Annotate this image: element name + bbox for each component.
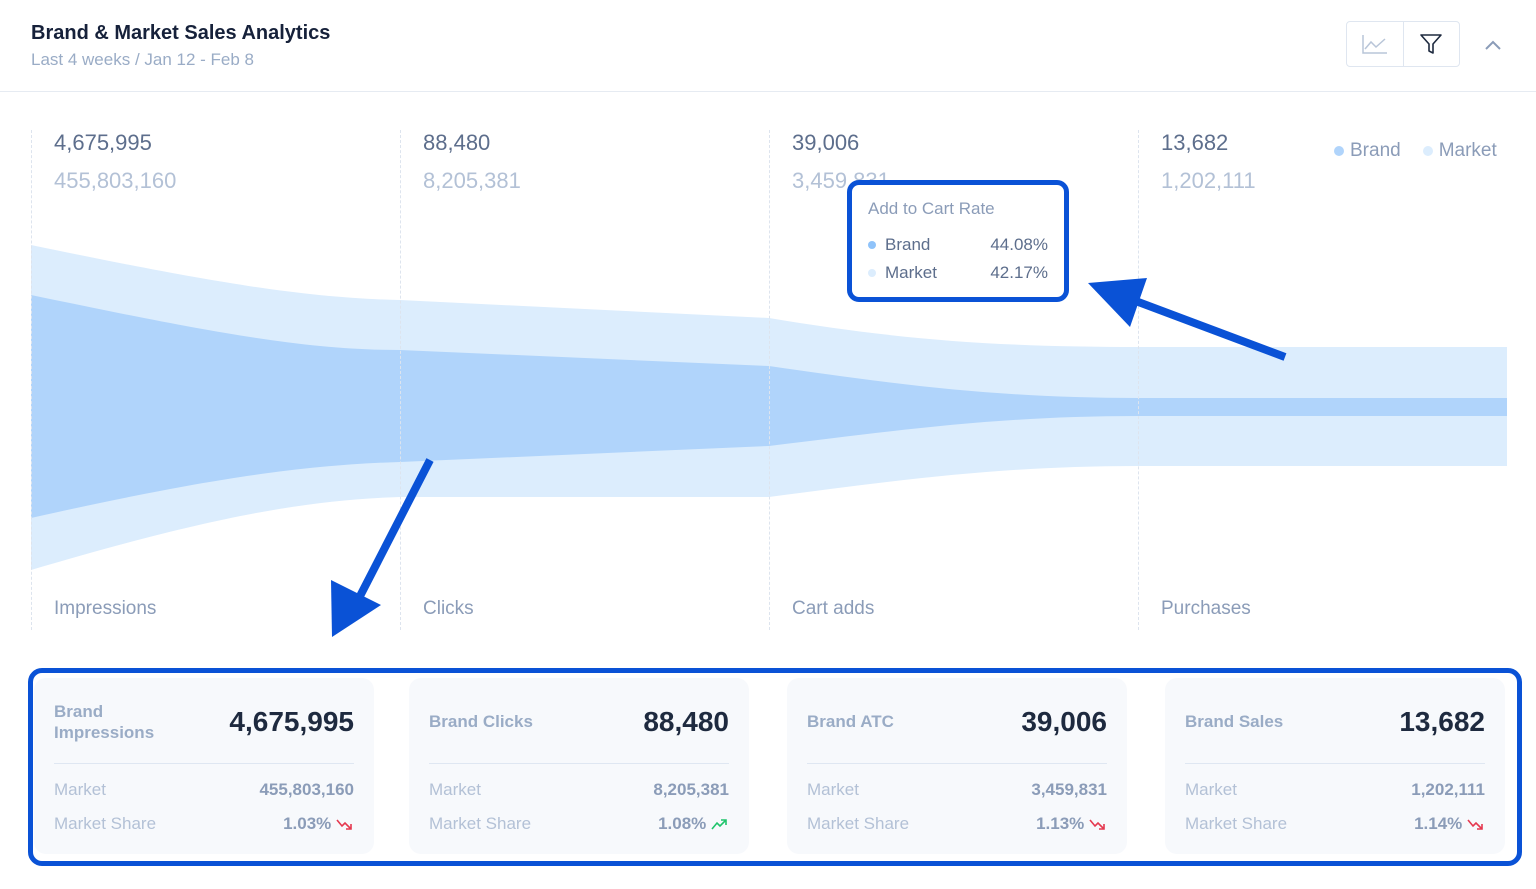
summary-highlight — [28, 668, 1522, 866]
brand-value: 13,682 — [1161, 130, 1229, 155]
legend: Brand Market — [1334, 140, 1497, 162]
market-value: 455,803,160 — [259, 780, 354, 799]
tooltip-market-label: Market — [885, 263, 937, 282]
tooltip-title: Add to Cart Rate — [868, 199, 995, 218]
brand-value: 4,675,995 — [54, 130, 152, 155]
card-value: 88,480 — [643, 705, 729, 737]
header-divider — [0, 91, 1536, 92]
card-value: 39,006 — [1021, 705, 1107, 737]
metric-card: Brand Sales 13,682 Market 1,202,111 Market… — [1165, 678, 1505, 854]
view-toggle — [1346, 21, 1460, 67]
market-value: 455,803,160 — [54, 168, 177, 193]
card-label: Brand Sales — [1185, 712, 1284, 731]
brand-value: 88,480 — [423, 130, 491, 155]
share-label: Market Share — [807, 814, 910, 833]
stage-label: Impressions — [54, 598, 157, 619]
market-label: Market — [807, 780, 859, 799]
tooltip-brand-value: 44.08% — [990, 235, 1048, 254]
market-label: Market — [429, 780, 481, 799]
market-value: 8,205,381 — [423, 168, 521, 193]
card-label: Brand Clicks — [429, 712, 533, 731]
stage-label: Purchases — [1161, 598, 1251, 619]
share-value: 1.03% — [283, 814, 332, 833]
stage-label: Clicks — [423, 598, 474, 619]
metric-card: Brand ATC 39,006 Market 3,459,831 Market S… — [787, 678, 1127, 854]
share-value: 1.13% — [1036, 814, 1085, 833]
market-label: Market — [54, 780, 106, 799]
stage-divider — [1138, 130, 1139, 630]
share-label: Market Share — [429, 814, 532, 833]
trend-up-icon — [711, 819, 727, 830]
tooltip: Add to Cart Rate Brand 44.08% Market 42.17… — [847, 180, 1069, 302]
card-label: Brand Impressions — [54, 701, 155, 742]
page-title: Brand & Market Sales Analytics — [31, 22, 331, 44]
tooltip-brand-label: Brand — [885, 235, 931, 254]
share-value: 1.08% — [658, 814, 707, 833]
funnel-view-button[interactable] — [1402, 22, 1460, 66]
share-label: Market Share — [54, 814, 157, 833]
card-label: Brand ATC — [807, 712, 894, 731]
brand-value: 39,006 — [792, 130, 860, 155]
date-range: Last 4 weeks / Jan 12 - Feb 8 — [31, 50, 255, 69]
trend-down-icon — [1089, 819, 1105, 830]
stage-divider — [31, 130, 32, 630]
tooltip-market-value: 42.17% — [990, 263, 1048, 282]
metric-card: Brand Clicks 88,480 Market 8,205,381 Marke… — [409, 678, 749, 854]
trend-down-icon — [336, 819, 352, 830]
filter-icon — [1420, 34, 1443, 54]
legend-brand[interactable]: Brand — [1334, 140, 1401, 162]
collapse-button[interactable] — [1480, 32, 1506, 58]
card-value: 13,682 — [1399, 705, 1485, 737]
market-value: 1,202,111 — [1161, 168, 1256, 193]
line-chart-button[interactable] — [1347, 22, 1403, 66]
stage-label: Cart adds — [792, 598, 875, 619]
share-value: 1.14% — [1414, 814, 1463, 833]
market-value: 1,202,111 — [1411, 780, 1485, 799]
market-label: Market — [1185, 780, 1237, 799]
trend-down-icon — [1467, 819, 1483, 830]
chevron-up-icon — [1485, 40, 1501, 50]
legend-market[interactable]: Market — [1422, 140, 1497, 162]
card-value: 4,675,995 — [229, 705, 354, 737]
share-label: Market Share — [1185, 814, 1288, 833]
market-value: 3,459,831 — [1031, 780, 1107, 799]
line-chart-icon — [1362, 35, 1387, 54]
stage-divider — [400, 130, 401, 630]
metric-card: Brand Impressions 4,675,995 Market 455,803… — [34, 678, 374, 854]
stage-divider — [769, 130, 770, 630]
market-value: 8,205,381 — [653, 780, 729, 799]
